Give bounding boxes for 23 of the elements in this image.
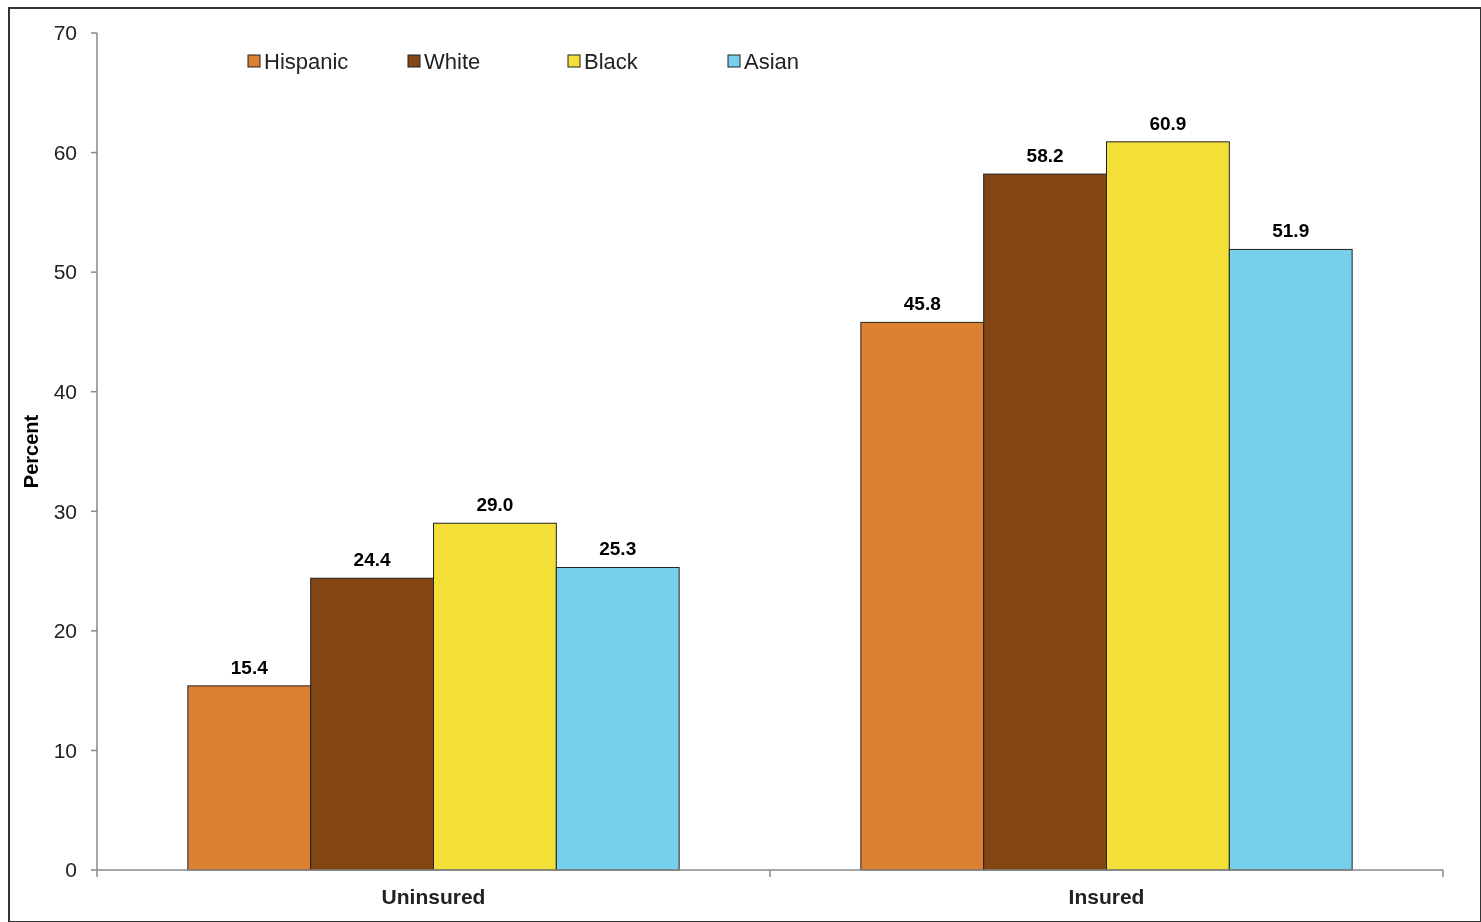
data-label: 60.9 xyxy=(1149,112,1187,134)
y-tick-label: 0 xyxy=(65,858,77,882)
legend-label: Hispanic xyxy=(264,48,349,74)
y-tick-label: 20 xyxy=(53,619,77,643)
x-tick-label: Uninsured xyxy=(381,885,486,908)
data-label: 15.4 xyxy=(230,656,269,678)
data-label: 45.8 xyxy=(903,293,941,315)
legend-label: Black xyxy=(584,48,639,74)
x-tick-label: Insured xyxy=(1068,885,1145,908)
data-label: 58.2 xyxy=(1026,145,1064,167)
data-label: 24.4 xyxy=(353,549,392,571)
y-tick-label: 60 xyxy=(53,140,77,164)
y-tick-label: 70 xyxy=(53,21,77,45)
data-label: 29.0 xyxy=(476,494,514,516)
legend-label: White xyxy=(424,48,481,74)
data-label: 25.3 xyxy=(599,538,637,560)
y-axis-title: Percent xyxy=(20,414,42,489)
y-tick-label: 40 xyxy=(53,380,77,404)
data-label: 51.9 xyxy=(1272,220,1310,242)
y-tick-label: 10 xyxy=(53,738,77,762)
y-tick-label: 50 xyxy=(53,260,77,284)
legend-label: Asian xyxy=(744,48,800,74)
y-tick-label: 30 xyxy=(53,499,77,523)
